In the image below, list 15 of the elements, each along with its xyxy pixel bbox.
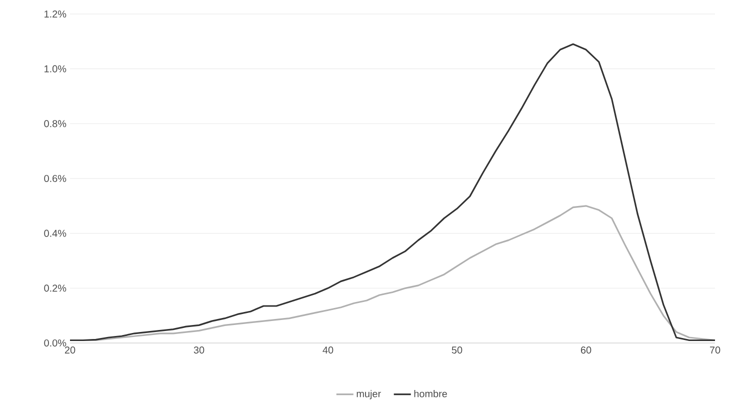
x-tick-label: 50: [452, 346, 462, 354]
legend-label: mujer: [356, 390, 381, 400]
y-tick-label: 0.8%: [44, 120, 66, 128]
x-tick-label: 30: [194, 346, 204, 354]
y-tick-label: 0.2%: [44, 284, 66, 292]
y-tick-label: 1.2%: [44, 10, 66, 18]
x-tick-label: 60: [580, 346, 592, 354]
legend-label: hombre: [414, 390, 447, 398]
y-tick-label: 0.0%: [44, 339, 66, 347]
x-tick-label: 70: [710, 346, 720, 354]
y-tick-label: 1.0%: [44, 65, 66, 72]
x-tick-label: 20: [64, 346, 76, 354]
y-tick-label: 0.6%: [44, 174, 66, 182]
y-tick-label: 0.4%: [44, 230, 66, 237]
x-tick-label: 40: [322, 346, 334, 354]
